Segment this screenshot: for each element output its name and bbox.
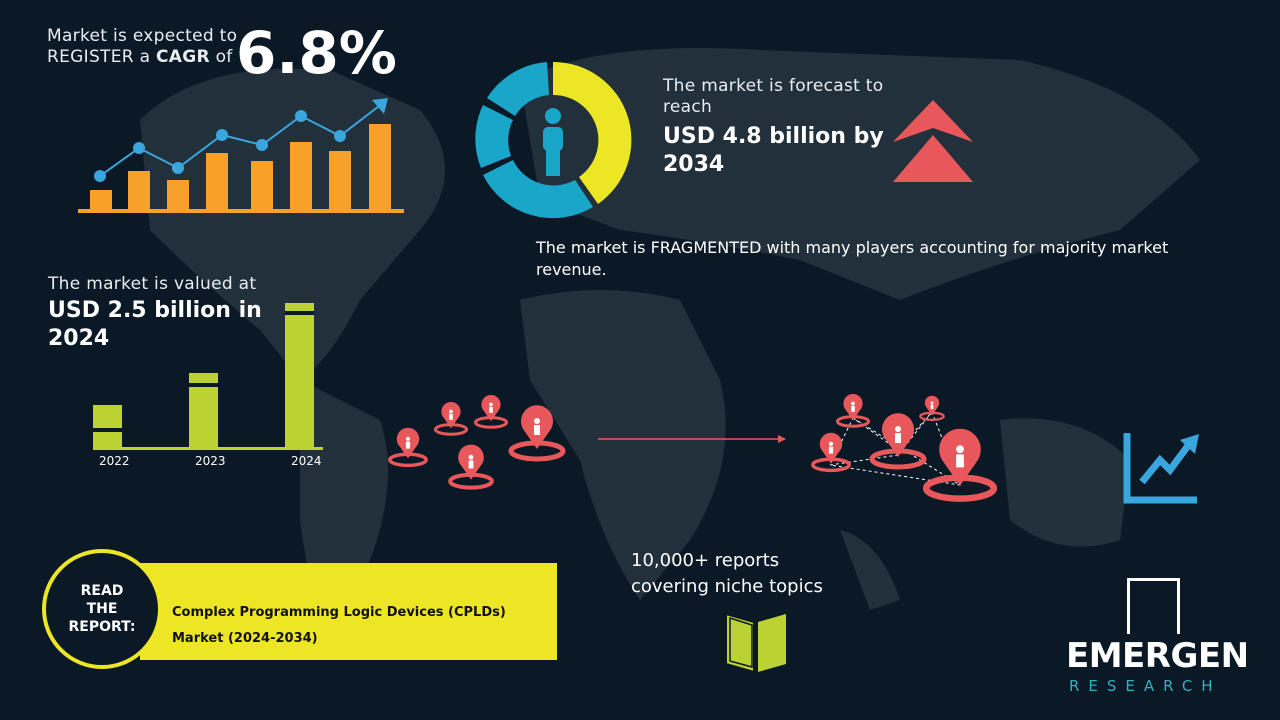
growth-dot (256, 139, 268, 151)
valued-value: USD 2.5 billion in 2024 (48, 298, 262, 351)
badge-line: REPORT: (68, 619, 136, 635)
badge-line: READ (80, 583, 124, 599)
location-pin-icon (433, 401, 469, 436)
growth-dot (94, 170, 106, 182)
report-title[interactable]: Complex Programming Logic Devices (CPLDs… (172, 600, 506, 652)
growth-dot (133, 142, 145, 154)
growth-bar (251, 161, 273, 210)
growth-line (99, 102, 384, 177)
growth-bar (128, 171, 150, 210)
growth-arrow-head (372, 98, 388, 114)
read-report-badge[interactable]: READ THE REPORT: (42, 549, 162, 669)
growth-bar (329, 151, 351, 210)
location-pin-icon (835, 393, 871, 428)
year-label: 2023 (195, 454, 226, 468)
reports-line2: covering niche topics (631, 576, 823, 597)
location-pin-icon (869, 413, 927, 470)
cagr-pre: REGISTER a (47, 47, 156, 67)
growth-bar (167, 180, 189, 210)
reports-text: 10,000+ reports covering niche topics (631, 548, 823, 600)
logo-name: EMERGEN (1066, 636, 1249, 676)
forecast-value: USD 4.8 billion by 2034 (663, 124, 884, 177)
location-pin-icon (388, 427, 428, 468)
bar-2022 (93, 405, 122, 448)
donut-segment-yellow (553, 61, 632, 204)
year-label: 2022 (99, 454, 130, 468)
cagr-line2: REGISTER a CAGR of (47, 47, 237, 68)
growth-bar (90, 190, 112, 210)
badge-line: THE (86, 601, 118, 617)
donut-segment-blue-2 (475, 105, 513, 168)
year-label: 2024 (291, 454, 322, 468)
fragmented-text: The market is FRAGMENTED with many playe… (536, 238, 1169, 279)
logo-sub: RESEARCH (1069, 677, 1222, 695)
location-pin-icon (508, 405, 566, 462)
location-pin-icon (811, 432, 851, 473)
location-pin-icon (922, 428, 998, 502)
donut-segment-blue-1 (483, 160, 593, 219)
growth-bar (369, 124, 391, 210)
growth-dot (334, 130, 346, 142)
cagr-post: of (209, 47, 233, 67)
growth-dot (295, 110, 307, 122)
growth-bar (206, 153, 228, 210)
cagr-bold: CAGR (156, 47, 210, 67)
cagr-line1: Market is expected to (47, 26, 238, 46)
report-title-line2: Market (2024-2034) (172, 631, 318, 646)
growth-dot (216, 129, 228, 141)
report-title-line1: Complex Programming Logic Devices (CPLDs… (172, 605, 506, 620)
report-banner[interactable]: Complex Programming Logic Devices (CPLDs… (140, 563, 557, 660)
location-pin-icon (919, 395, 945, 422)
growth-dot (172, 162, 184, 174)
location-pin-icon (473, 394, 509, 429)
bar-2024 (285, 303, 314, 448)
valued-intro: The market is valued at (48, 274, 257, 294)
donut-segment-blue-3 (487, 62, 549, 116)
growth-baseline (78, 209, 404, 213)
forecast-intro: The market is forecast to reach (663, 76, 884, 117)
location-pin-icon (448, 444, 494, 490)
growth-bar (290, 142, 312, 210)
year-baseline (93, 447, 323, 450)
reports-line1: 10,000+ reports (631, 550, 780, 571)
person-icon (543, 108, 563, 176)
logo-mark (1127, 578, 1180, 634)
cagr-label: Market is expected to REGISTER a CAGR of (47, 26, 237, 68)
cagr-value: 6.8% (236, 19, 397, 87)
